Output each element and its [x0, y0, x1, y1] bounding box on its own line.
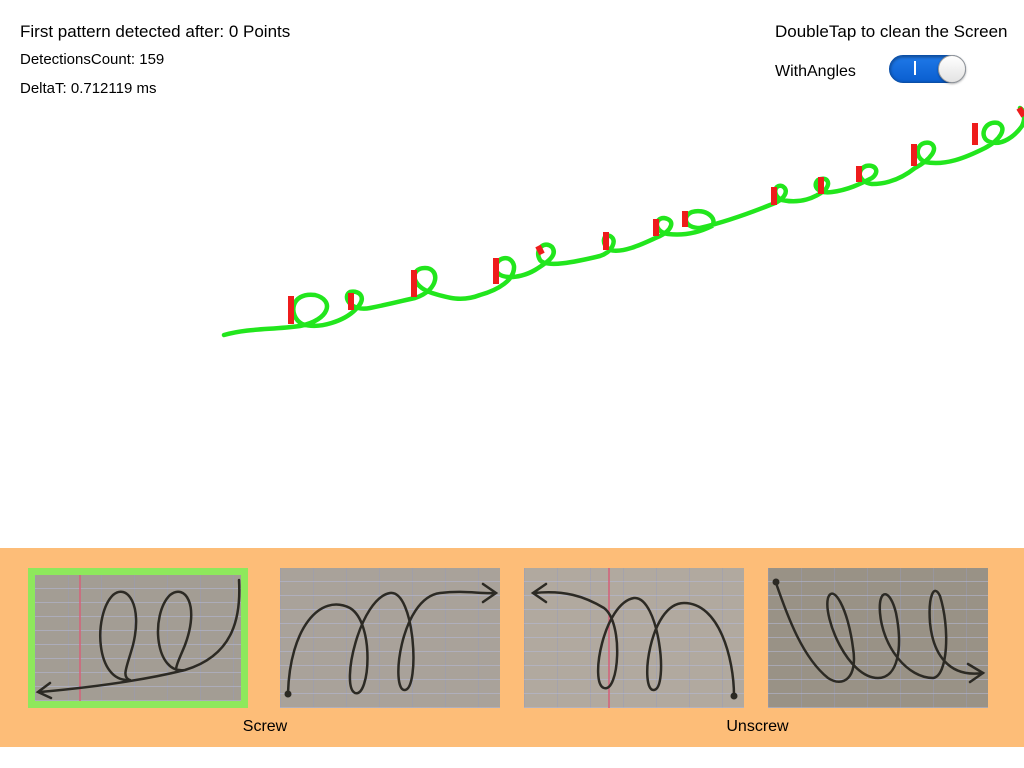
pattern-thumbnail-screw-right[interactable]: [280, 568, 500, 708]
pattern-panel: Screw Unscrew: [0, 548, 1024, 747]
loops-left-arrow-icon: [35, 575, 241, 701]
loops-left-arrow-icon: [530, 568, 738, 708]
drawn-stroke: [221, 105, 1024, 338]
detection-mark: [1016, 106, 1024, 118]
detection-mark: [535, 244, 545, 256]
toggle-knob: [938, 55, 966, 83]
loops-right-arrow-icon: [284, 582, 499, 698]
detections-count-label: DetectionsCount: 159: [20, 51, 165, 68]
caption-screw: Screw: [242, 718, 288, 735]
pattern-thumbnail-unscrew-right[interactable]: [768, 568, 988, 708]
with-angles-label: WithAngles: [775, 63, 856, 80]
pattern-thumbnail-unscrew-left[interactable]: [524, 568, 744, 708]
loops-right-arrow-icon: [772, 578, 986, 684]
pattern-thumbnail-screw-left[interactable]: [28, 568, 248, 708]
delta-t-label: DeltaT: 0.712119 ms: [20, 80, 157, 97]
caption-unscrew: Unscrew: [726, 718, 789, 735]
clean-screen-hint: DoubleTap to clean the Screen: [775, 22, 1008, 41]
detection-marks: [288, 106, 1024, 324]
with-angles-toggle[interactable]: [889, 55, 966, 83]
drawing-canvas[interactable]: [0, 0, 1024, 548]
toggle-on-mark-icon: [914, 61, 916, 75]
first-pattern-label: First pattern detected after: 0 Points: [20, 22, 291, 41]
